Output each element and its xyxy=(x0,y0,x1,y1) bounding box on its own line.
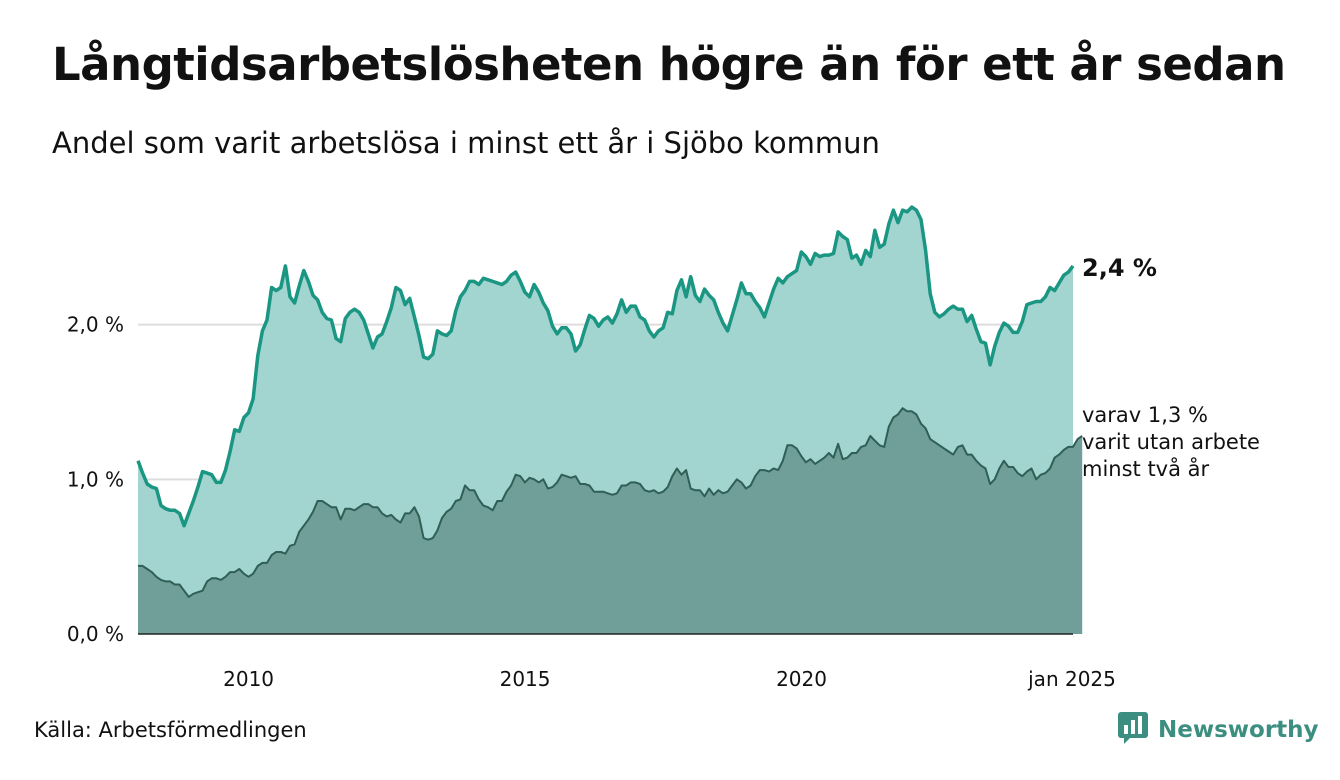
end-value-label: 2,4 % xyxy=(1082,254,1157,282)
note-line-2: varit utan arbete xyxy=(1082,430,1260,454)
y-axis-ticks: 0,0 % 1,0 % 2,0 % xyxy=(67,313,124,646)
chart-subtitle: Andel som varit arbetslösa i minst ett å… xyxy=(52,126,880,160)
two-year-note-label: varav 1,3 % varit utan arbete minst två … xyxy=(1082,403,1267,481)
y-tick-label: 1,0 % xyxy=(67,467,124,491)
line-two-years xyxy=(138,407,1083,598)
line-total-long-term xyxy=(136,205,1075,528)
note-line-1: varav 1,3 % xyxy=(1082,403,1208,427)
y-tick-label: 0,0 % xyxy=(67,622,124,646)
source-label: Källa: Arbetsförmedlingen xyxy=(34,718,307,742)
newsworthy-logo-icon xyxy=(1118,712,1148,748)
x-tick-label: 2015 xyxy=(500,667,551,691)
x-tick-label: 2020 xyxy=(776,667,827,691)
note-line-3: minst två år xyxy=(1082,456,1210,481)
brand-name: Newsworthy xyxy=(1158,717,1319,743)
x-tick-label: 2010 xyxy=(223,667,274,691)
x-tick-label: jan 2025 xyxy=(1027,667,1116,691)
area-two-years xyxy=(138,408,1083,634)
y-tick-label: 2,0 % xyxy=(67,313,124,337)
x-axis-ticks: 2010 2015 2020 jan 2025 xyxy=(223,667,1116,691)
brand-logo[interactable]: Newsworthy xyxy=(1118,712,1319,748)
chart-title: Långtidsarbetslösheten högre än för ett … xyxy=(52,38,1286,91)
